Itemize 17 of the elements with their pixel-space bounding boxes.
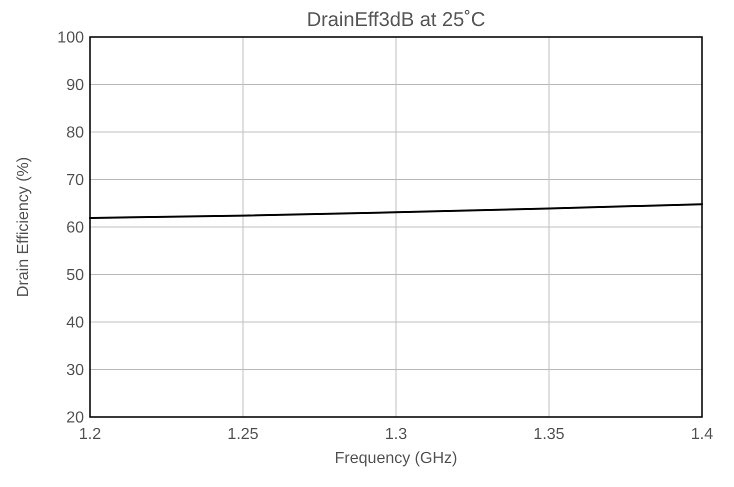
y-tick-label: 60 xyxy=(66,220,84,237)
y-tick-label: 90 xyxy=(66,77,84,94)
y-tick-label: 30 xyxy=(66,362,84,380)
y-tick-label: 50 xyxy=(66,267,84,284)
y-axis-title: Drain Efficiency (%) xyxy=(15,156,32,298)
y-tick-label: 80 xyxy=(66,124,84,142)
y-tick-label: 70 xyxy=(66,172,84,190)
x-tick-label: 1.35 xyxy=(533,426,565,443)
x-tick-label: 1.3 xyxy=(384,426,408,443)
y-tick-label: 40 xyxy=(66,314,84,332)
x-tick-label: 1.25 xyxy=(227,426,259,443)
chart-title: DrainEff3dB at 25˚C xyxy=(306,9,486,31)
x-tick-label: 1.4 xyxy=(690,426,714,443)
x-tick-label: 1.2 xyxy=(78,426,102,443)
x-axis-title: Frequency (GHz) xyxy=(334,450,458,467)
y-tick-label: 100 xyxy=(57,30,84,47)
y-tick-label: 20 xyxy=(66,410,84,427)
